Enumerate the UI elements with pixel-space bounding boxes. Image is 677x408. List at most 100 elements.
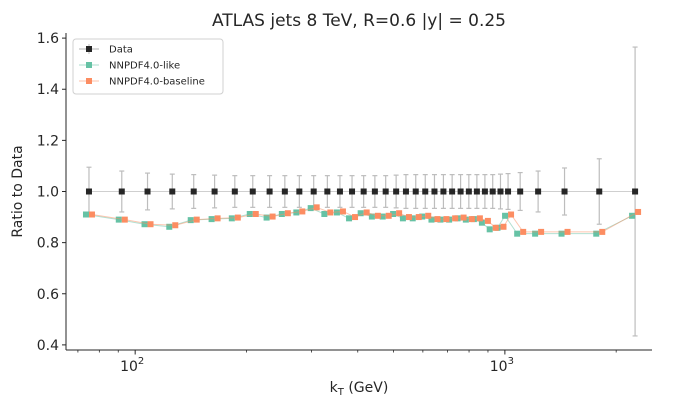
x-tick-label: 102 <box>120 356 144 375</box>
data-point <box>532 230 539 237</box>
legend-box <box>72 38 224 95</box>
data-point <box>484 217 491 224</box>
data-point <box>486 226 493 233</box>
data-point <box>538 228 545 235</box>
data-point <box>500 223 507 230</box>
data-point <box>374 212 381 219</box>
data-point <box>172 222 179 229</box>
data-point <box>399 215 406 222</box>
data-point <box>352 214 359 221</box>
x-axis-label: kT (GeV) <box>330 380 389 398</box>
data-point <box>169 188 176 195</box>
x-tick-label-exponent: 2 <box>138 356 144 367</box>
data-point <box>278 210 285 217</box>
data-point <box>346 215 353 222</box>
data-point <box>409 215 416 222</box>
legend-marker <box>86 46 92 52</box>
data-point <box>234 214 241 221</box>
x-tick-label-exponent: 3 <box>508 356 514 367</box>
x-axis-label-sub: T <box>337 387 345 398</box>
data-point <box>425 212 432 219</box>
legend-label: NNPDF4.0-like <box>109 61 180 72</box>
data-point <box>457 188 464 195</box>
x-axis-label-unit: (GeV) <box>344 380 388 396</box>
y-tick-label: 0.4 <box>37 338 59 354</box>
series-nnpdf4-0-baseline <box>88 204 642 235</box>
legend-item: NNPDF4.0-like <box>79 61 180 72</box>
data-point <box>321 210 328 217</box>
data-point <box>214 215 221 222</box>
data-point <box>428 216 435 223</box>
data-point <box>324 188 331 195</box>
data-point <box>443 216 450 223</box>
data-point <box>382 188 389 195</box>
data-point <box>231 188 238 195</box>
data-point <box>115 216 122 223</box>
data-point <box>371 188 378 195</box>
data-point <box>266 188 273 195</box>
data-point <box>147 221 154 228</box>
data-point <box>632 188 639 195</box>
data-point <box>327 209 334 216</box>
data-point <box>357 210 364 217</box>
data-point <box>449 188 456 195</box>
legend-item: NNPDF4.0-baseline <box>79 77 205 88</box>
x-tick-label: 103 <box>490 356 514 375</box>
data-point <box>121 216 128 223</box>
data-point <box>505 188 512 195</box>
data-point <box>82 211 89 218</box>
data-point <box>635 208 642 215</box>
data-point <box>473 188 480 195</box>
data-point <box>368 213 375 220</box>
data-point <box>385 212 392 219</box>
data-point <box>193 216 200 223</box>
y-tick-label: 0.8 <box>37 236 59 252</box>
data-point <box>452 215 459 222</box>
data-point <box>412 188 419 195</box>
data-point <box>296 188 303 195</box>
data-point <box>478 219 485 226</box>
data-point <box>599 228 606 235</box>
data-point <box>313 204 320 211</box>
data-point <box>284 210 291 217</box>
data-point <box>118 188 125 195</box>
data-point <box>492 224 499 231</box>
x-tick-label-base: 10 <box>490 359 508 375</box>
legend-label: Data <box>109 45 133 56</box>
data-point <box>517 188 524 195</box>
data-point <box>508 211 515 218</box>
x-axis-label-main: k <box>330 380 339 396</box>
data-point <box>349 188 356 195</box>
legend: Data NNPDF4.0-like NNPDF4.0-baseline <box>72 38 224 95</box>
legend-marker <box>86 78 92 84</box>
data-point <box>252 210 259 217</box>
data-point <box>141 221 148 228</box>
data-point <box>336 188 343 195</box>
data-point <box>246 210 253 217</box>
data-point <box>422 188 429 195</box>
data-point <box>468 216 475 223</box>
data-point <box>502 212 509 219</box>
data-point <box>166 223 173 230</box>
data-point <box>339 208 346 215</box>
data-point <box>440 188 447 195</box>
data-point <box>360 188 367 195</box>
data-point <box>593 230 600 237</box>
data-point <box>144 188 151 195</box>
data-point <box>390 210 397 217</box>
data-point <box>558 230 565 237</box>
data-point <box>564 228 571 235</box>
data-point <box>228 215 235 222</box>
y-tick-label: 0.6 <box>37 287 59 303</box>
data-point <box>363 209 370 216</box>
data-point <box>489 188 496 195</box>
data-point <box>465 188 472 195</box>
data-point <box>187 217 194 224</box>
data-point <box>476 215 483 222</box>
data-point <box>431 188 438 195</box>
legend-marker <box>86 62 92 68</box>
x-tick-label-base: 10 <box>120 359 138 375</box>
data-point <box>85 188 92 195</box>
y-axis-label: Ratio to Data <box>10 145 26 237</box>
